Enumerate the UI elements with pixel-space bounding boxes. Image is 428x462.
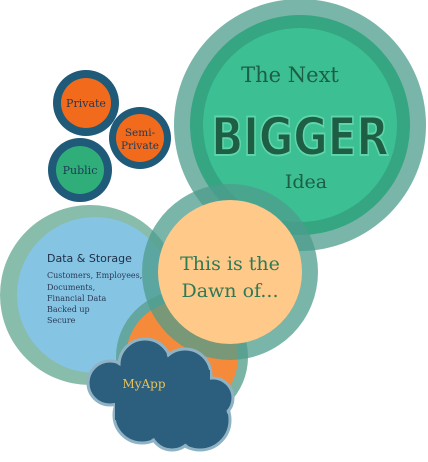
semi-private-bubble-label-1: Semi- — [125, 127, 156, 139]
dawn-fill — [158, 200, 302, 344]
dawn-line1: This is the — [180, 253, 280, 275]
bigger-idea-line2: BIGGER — [211, 108, 389, 169]
public-bubble-label: Public — [63, 164, 98, 177]
public-bubble: Public — [48, 138, 112, 202]
data-storage-item-3: Financial Data — [47, 294, 106, 303]
bigger-idea-fill — [203, 28, 397, 222]
data-storage-title: Data & Storage — [47, 252, 132, 265]
dawn-line2: Dawn of... — [181, 280, 278, 302]
dawn-circle: This is the Dawn of... — [142, 184, 318, 360]
data-storage-item-4: Backed up — [47, 305, 90, 314]
myapp-cloud-label: MyApp — [122, 377, 165, 391]
bigger-idea-line3: Idea — [285, 171, 327, 193]
private-bubble-fill — [61, 78, 111, 128]
data-storage-item-1: Customers, Employees, — [47, 271, 142, 280]
semi-private-bubble-fill — [116, 114, 164, 162]
myapp-cloud: MyApp — [86, 337, 235, 452]
data-storage-text: Data & Storage Customers, Employees, Doc… — [47, 252, 142, 325]
private-bubble: Private — [53, 70, 119, 136]
public-bubble-fill — [56, 146, 104, 194]
myapp-cloud-fill — [90, 341, 231, 448]
semi-private-bubble-label-2: Private — [121, 140, 159, 152]
semi-private-bubble: Semi- Private — [109, 107, 171, 169]
bigger-idea-line1: The Next — [241, 63, 339, 87]
private-bubble-label: Private — [66, 97, 106, 110]
data-storage-item-5: Secure — [47, 316, 76, 325]
data-storage-item-2: Documents, — [47, 283, 95, 292]
